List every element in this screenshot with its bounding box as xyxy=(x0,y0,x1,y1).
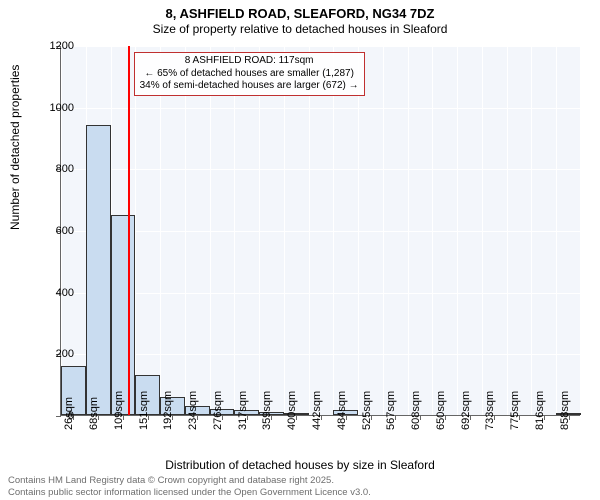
plot-area: 8 ASHFIELD ROAD: 117sqm ← 65% of detache… xyxy=(60,46,580,416)
annotation-line3: 34% of semi-detached houses are larger (… xyxy=(140,80,359,93)
gridline-h xyxy=(61,354,580,355)
gridline-v xyxy=(135,46,136,415)
gridline-v xyxy=(333,46,334,415)
gridline-v xyxy=(482,46,483,415)
gridline-v xyxy=(358,46,359,415)
ytick-label: 600 xyxy=(34,225,74,237)
ytick-label: 200 xyxy=(34,348,74,360)
gridline-v xyxy=(259,46,260,415)
chart-area: 8 ASHFIELD ROAD: 117sqm ← 65% of detache… xyxy=(60,46,580,416)
gridline-v xyxy=(507,46,508,415)
gridline-v xyxy=(432,46,433,415)
gridline-h xyxy=(61,169,580,170)
gridline-v xyxy=(408,46,409,415)
gridline-v xyxy=(531,46,532,415)
gridline-v xyxy=(185,46,186,415)
gridline-v xyxy=(210,46,211,415)
footer-line1: Contains HM Land Registry data © Crown c… xyxy=(8,475,371,486)
footer-attribution: Contains HM Land Registry data © Crown c… xyxy=(8,475,371,498)
ytick-label: 800 xyxy=(34,163,74,175)
gridline-v xyxy=(309,46,310,415)
annotation-line1: 8 ASHFIELD ROAD: 117sqm xyxy=(140,55,359,68)
gridline-v xyxy=(383,46,384,415)
ytick-label: 400 xyxy=(34,287,74,299)
gridline-v xyxy=(284,46,285,415)
chart-title: 8, ASHFIELD ROAD, SLEAFORD, NG34 7DZ xyxy=(0,6,600,21)
gridline-h xyxy=(61,108,580,109)
ytick-label: 1000 xyxy=(34,102,74,114)
histogram-bar xyxy=(111,215,136,415)
gridline-v xyxy=(234,46,235,415)
gridline-v xyxy=(457,46,458,415)
footer-line2: Contains public sector information licen… xyxy=(8,487,371,498)
histogram-bar xyxy=(86,125,111,415)
ytick-label: 1200 xyxy=(34,40,74,52)
gridline-v xyxy=(556,46,557,415)
gridline-h xyxy=(61,293,580,294)
annotation-line2: ← 65% of detached houses are smaller (1,… xyxy=(140,68,359,81)
gridline-h xyxy=(61,231,580,232)
gridline-h xyxy=(61,46,580,47)
chart-subtitle: Size of property relative to detached ho… xyxy=(0,22,600,36)
annotation-box: 8 ASHFIELD ROAD: 117sqm ← 65% of detache… xyxy=(134,52,365,96)
marker-line xyxy=(128,46,130,415)
gridline-v xyxy=(160,46,161,415)
x-axis-label: Distribution of detached houses by size … xyxy=(0,458,600,472)
y-axis-label: Number of detached properties xyxy=(8,65,22,230)
